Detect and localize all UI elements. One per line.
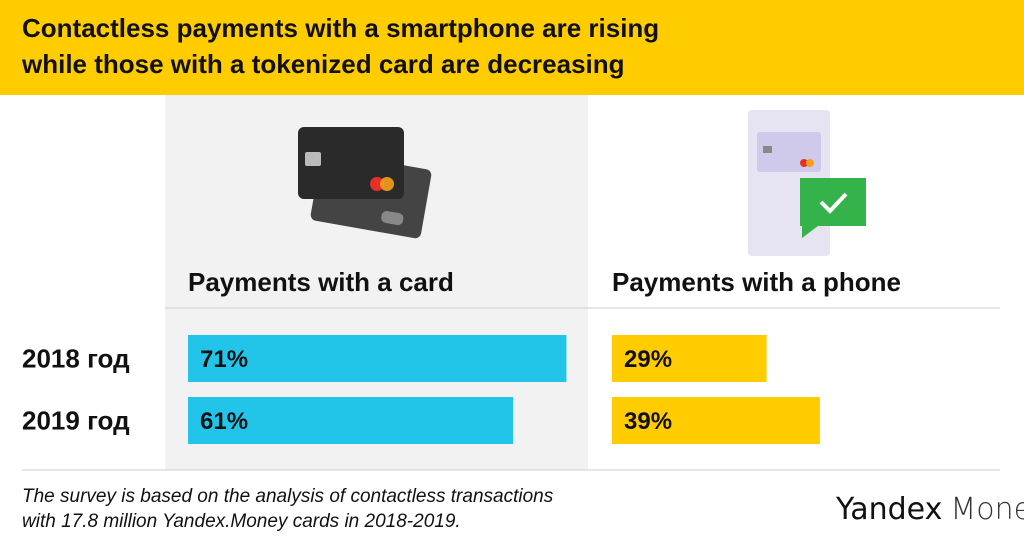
series-name: Payments with a card	[188, 267, 454, 297]
bar	[188, 397, 514, 444]
logo-word: Money	[950, 492, 1024, 527]
footnote-line: with 17.8 million Yandex.Money cards in …	[22, 511, 461, 532]
title-line: Contactless payments with a smartphone a…	[22, 13, 659, 43]
value-label: 29%	[624, 346, 672, 373]
value-label: 71%	[200, 346, 248, 373]
row-label: 2018 год	[22, 343, 130, 373]
bar	[612, 335, 767, 382]
logo: YandexMoney	[835, 492, 1024, 527]
footnote-line: The survey is based on the analysis of c…	[22, 486, 554, 507]
bar	[612, 397, 820, 444]
value-label: 61%	[200, 408, 248, 435]
header-band	[0, 0, 1024, 95]
card-icon	[298, 127, 432, 239]
value-label: 39%	[624, 408, 672, 435]
bar	[188, 335, 567, 382]
row-label: 2019 год	[22, 405, 130, 435]
title-line: while those with a tokenized card are de…	[21, 49, 625, 79]
series-name: Payments with a phone	[612, 267, 901, 297]
phone-icon	[748, 110, 866, 256]
